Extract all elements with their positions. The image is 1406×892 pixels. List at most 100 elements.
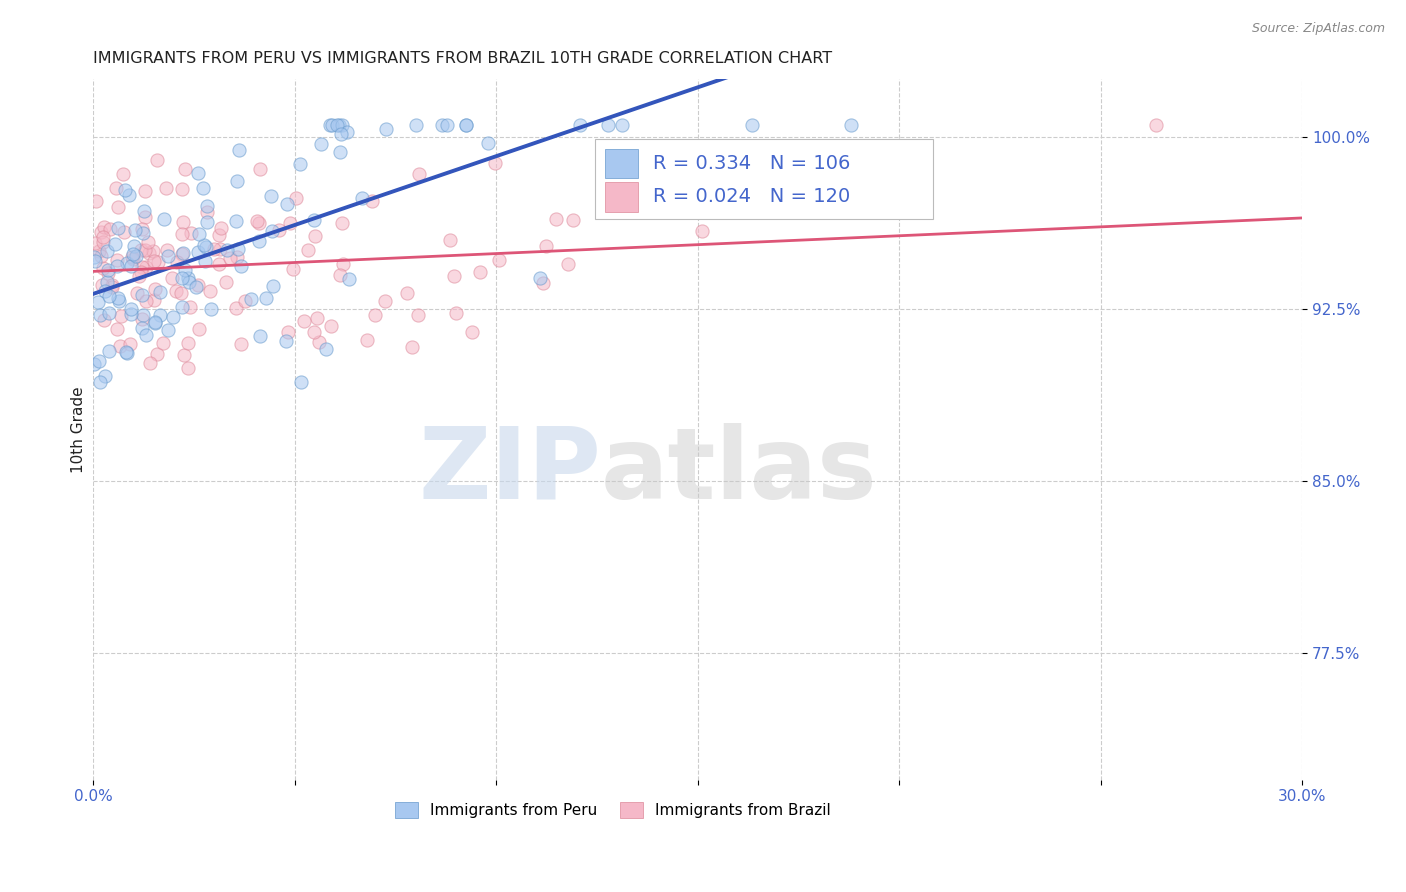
Point: [396, 285, 419, 300]
Point: [112, 225, 135, 239]
FancyBboxPatch shape: [595, 139, 934, 219]
Point: [406, 308, 429, 322]
Point: [281, 261, 304, 276]
Point: [430, 118, 453, 132]
Point: [105, 259, 128, 273]
Point: [225, 301, 247, 315]
Point: [329, 127, 352, 141]
Point: [361, 194, 384, 208]
Point: [90, 249, 112, 263]
Point: [98, 289, 121, 303]
Point: [262, 278, 284, 293]
Point: [225, 251, 247, 265]
Point: [132, 226, 155, 240]
Point: [284, 191, 307, 205]
Point: [225, 214, 247, 228]
Point: [328, 118, 350, 132]
Point: [135, 294, 157, 309]
Point: [228, 144, 250, 158]
Point: [143, 316, 166, 330]
Point: [544, 211, 567, 226]
Point: [173, 348, 195, 362]
Point: [177, 336, 200, 351]
Point: [131, 288, 153, 302]
Point: [142, 244, 165, 259]
Point: [143, 315, 166, 329]
Point: [176, 271, 198, 285]
Point: [135, 327, 157, 342]
Point: [87, 244, 110, 259]
Point: [110, 309, 132, 323]
Point: [83, 250, 105, 264]
Point: [444, 306, 467, 320]
Point: [484, 156, 506, 170]
Point: [330, 216, 353, 230]
Point: [557, 257, 579, 271]
Point: [107, 220, 129, 235]
Point: [307, 311, 329, 326]
Point: [134, 244, 156, 258]
Point: [149, 308, 172, 322]
Point: [93, 284, 115, 298]
Point: [129, 244, 152, 258]
Point: [97, 267, 120, 281]
Point: [160, 271, 183, 285]
Point: [290, 376, 312, 390]
Point: [208, 228, 231, 243]
Point: [276, 196, 298, 211]
Point: [226, 242, 249, 256]
Point: [364, 308, 387, 322]
Point: [374, 293, 396, 308]
Point: [105, 322, 128, 336]
Point: [477, 136, 499, 151]
Point: [146, 153, 169, 167]
Point: [107, 291, 129, 305]
Point: [292, 314, 315, 328]
Point: [122, 252, 145, 267]
Point: [195, 199, 218, 213]
Point: [1144, 118, 1167, 132]
Point: [302, 325, 325, 339]
Text: R = 0.334   N = 106: R = 0.334 N = 106: [652, 154, 851, 173]
Point: [142, 254, 165, 268]
Point: [170, 271, 193, 285]
Point: [260, 189, 283, 203]
Point: [184, 279, 207, 293]
Point: [456, 118, 478, 132]
Legend: Immigrants from Peru, Immigrants from Brazil: Immigrants from Peru, Immigrants from Br…: [389, 797, 837, 824]
Point: [233, 294, 256, 309]
Point: [193, 181, 215, 195]
Point: [91, 230, 114, 244]
Point: [170, 181, 193, 195]
Point: [121, 247, 143, 261]
Point: [330, 118, 353, 132]
Point: [96, 263, 118, 277]
Point: [202, 243, 225, 257]
Point: [193, 238, 215, 252]
Point: [101, 280, 124, 294]
Point: [172, 215, 194, 229]
Point: [162, 310, 184, 324]
Point: [100, 277, 122, 292]
Point: [120, 307, 142, 321]
Point: [170, 246, 193, 260]
Point: [188, 322, 211, 336]
Point: [124, 223, 146, 237]
Text: IMMIGRANTS FROM PERU VS IMMIGRANTS FROM BRAZIL 10TH GRADE CORRELATION CHART: IMMIGRANTS FROM PERU VS IMMIGRANTS FROM …: [93, 51, 832, 66]
Text: R = 0.024   N = 120: R = 0.024 N = 120: [652, 187, 851, 206]
Point: [610, 118, 633, 132]
Point: [170, 286, 193, 301]
Text: ZIP: ZIP: [418, 423, 600, 520]
Point: [690, 224, 713, 238]
Point: [96, 244, 118, 258]
Point: [531, 276, 554, 290]
Point: [277, 325, 299, 339]
Point: [142, 293, 165, 308]
Point: [468, 265, 491, 279]
Point: [839, 118, 862, 132]
Point: [122, 238, 145, 252]
Point: [156, 243, 179, 257]
Point: [187, 245, 209, 260]
Point: [315, 343, 337, 357]
Point: [156, 323, 179, 337]
